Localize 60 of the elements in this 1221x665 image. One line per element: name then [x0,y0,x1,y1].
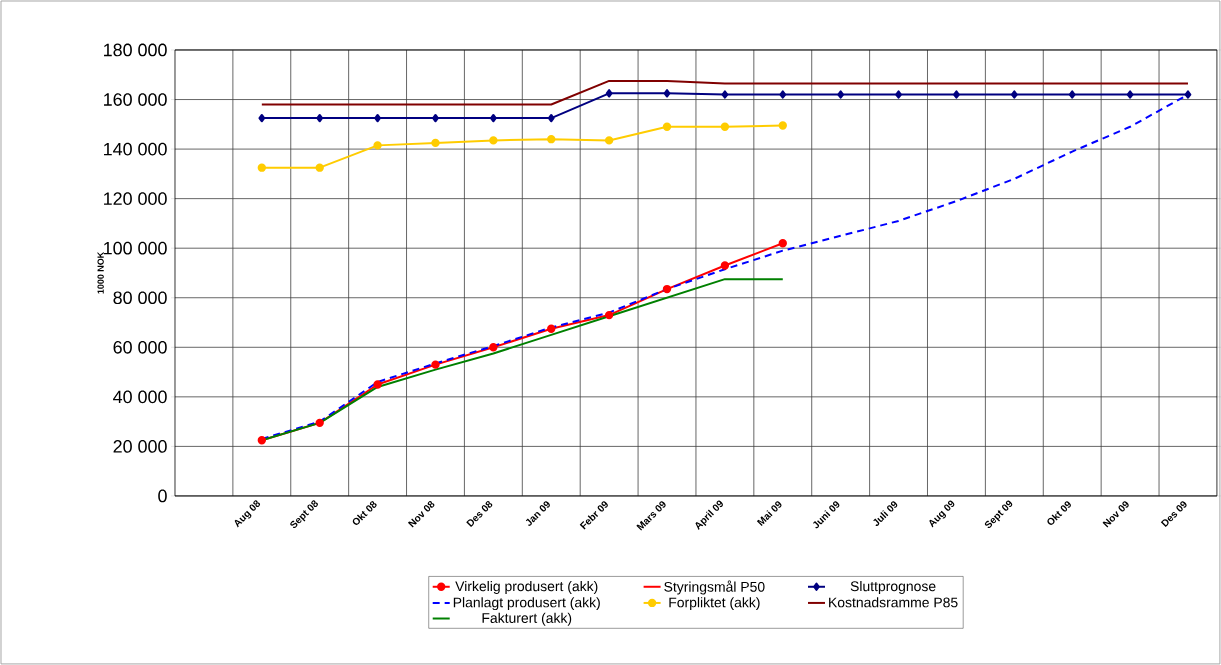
point [604,310,614,320]
y-tick-label: 180 000 [104,43,167,57]
legend-label: Virkelig produsert (akk) [455,581,598,594]
point [257,163,267,172]
y-tick-label: 60 000 [113,340,167,354]
legend-label: Forpliktet (akk) [669,597,760,611]
y-tick-label: 160 000 [104,93,167,106]
point [489,113,497,123]
y-tick-label: 100 000 [104,241,167,255]
point [489,343,498,352]
point [895,90,902,99]
point [431,360,440,369]
legend-label: Sluttprognose [850,581,936,594]
legend-label: Fakturert (akk) [482,612,572,626]
point [316,113,324,123]
point [547,113,555,123]
point [1068,90,1076,99]
x-tick-label: Jan 09 [525,501,550,526]
y-axis-title: 1000 NOK [97,251,104,294]
x-tick-label: Des 09 [1160,501,1187,528]
point [547,324,556,333]
point [374,113,381,123]
y-tick-label: 40 000 [113,390,167,404]
y-tick-label: 140 000 [104,142,167,156]
point [1184,90,1192,99]
point [778,239,787,248]
point [1010,90,1018,99]
y-tick-label: 20 000 [113,440,167,453]
y-tick-label: 0 [158,489,167,503]
point [662,284,672,294]
legend-label: Planlagt produsert (akk) [453,597,600,611]
legend-label: Kostnadsramme P85 [829,597,958,608]
point [489,136,498,145]
point [373,380,382,389]
point [663,89,671,98]
x-tick-label: Okt 09 [1047,501,1071,525]
y-tick-label: 80 000 [113,291,167,305]
point [315,418,324,428]
point [779,90,787,99]
legend-label: Styringsmål P50 [664,580,765,595]
point [1126,90,1134,99]
point [547,135,556,144]
point [721,90,729,99]
point [720,122,730,132]
point [604,136,614,145]
point [373,141,382,150]
point [605,89,613,98]
point [953,90,960,99]
point [258,113,266,123]
point [778,121,787,130]
x-tick-label: Des 08 [466,501,493,528]
point [662,122,672,132]
x-tick-label: Okt 08 [352,501,377,525]
point [431,138,440,148]
point [837,90,845,99]
point [720,261,730,270]
y-tick-label: 120 000 [104,192,167,206]
point [432,113,439,123]
point [315,163,324,172]
point [257,436,267,445]
